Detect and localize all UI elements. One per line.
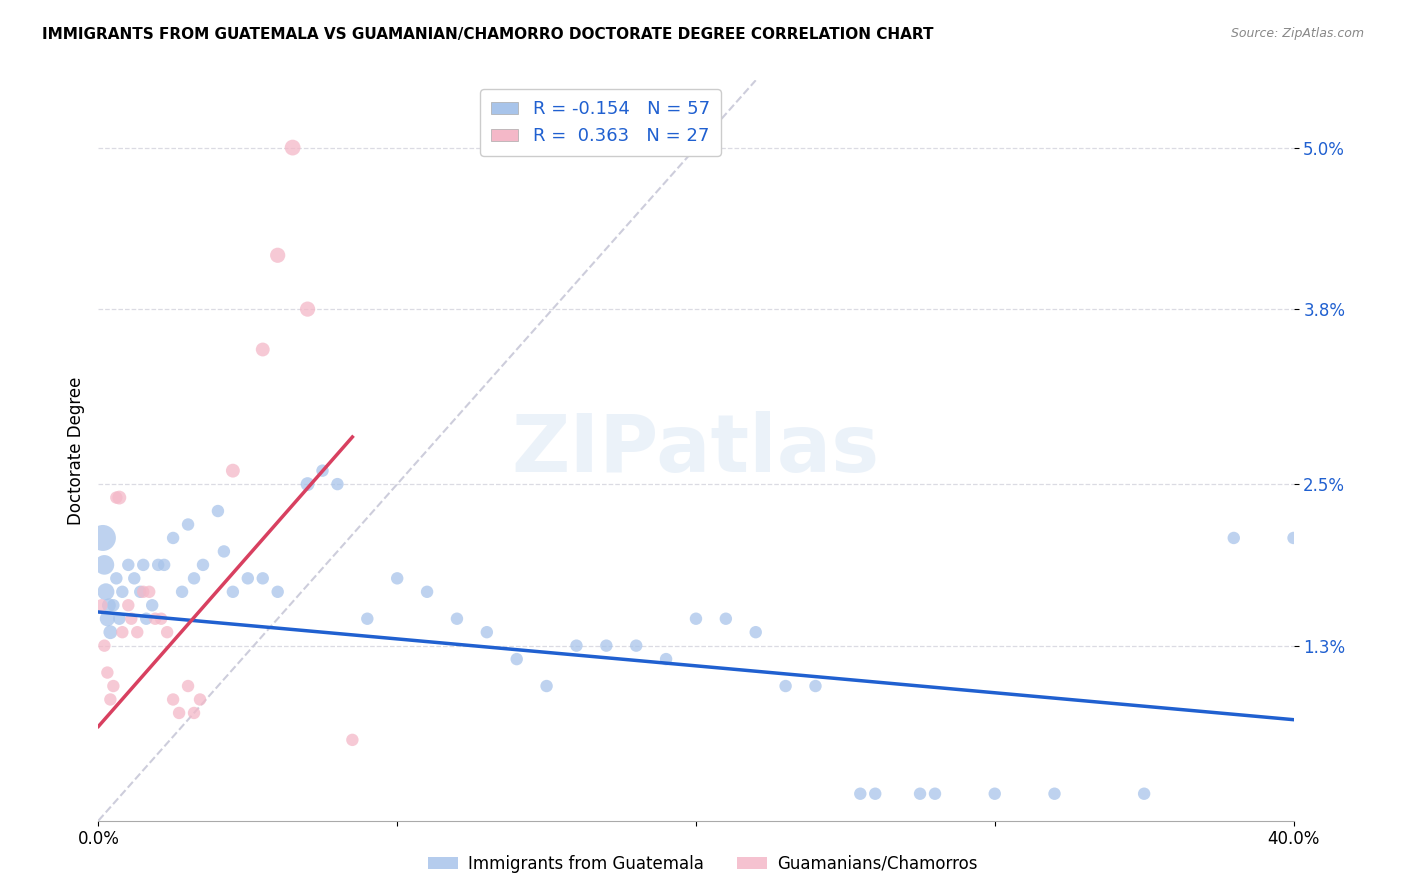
Point: [626, 639, 648, 653]
Point: [129, 584, 152, 599]
Point: [745, 625, 768, 640]
Point: [177, 517, 200, 532]
Point: [416, 584, 439, 599]
Point: [475, 625, 498, 640]
Point: [132, 584, 155, 599]
Point: [97, 599, 120, 613]
Point: [191, 558, 214, 572]
Point: [804, 679, 827, 693]
Point: [108, 612, 131, 626]
Point: [252, 343, 274, 357]
Text: Source: ZipAtlas.com: Source: ZipAtlas.com: [1230, 27, 1364, 40]
Point: [183, 571, 205, 585]
Point: [252, 571, 274, 585]
Point: [356, 612, 378, 626]
Point: [127, 625, 149, 640]
Legend: R = -0.154   N = 57, R =  0.363   N = 27: R = -0.154 N = 57, R = 0.363 N = 27: [481, 89, 720, 156]
Point: [565, 639, 588, 653]
Point: [117, 558, 139, 572]
Point: [446, 612, 468, 626]
Point: [1043, 787, 1066, 801]
Point: [1223, 531, 1246, 545]
Point: [172, 584, 194, 599]
Point: [267, 248, 290, 262]
Point: [117, 599, 139, 613]
Point: [143, 612, 166, 626]
Point: [595, 639, 617, 653]
Point: [93, 558, 115, 572]
Point: [183, 706, 205, 720]
Point: [167, 706, 190, 720]
Text: IMMIGRANTS FROM GUATEMALA VS GUAMANIAN/CHAMORRO DOCTORATE DEGREE CORRELATION CHA: IMMIGRANTS FROM GUATEMALA VS GUAMANIAN/C…: [42, 27, 934, 42]
Point: [188, 692, 211, 706]
Point: [536, 679, 558, 693]
Point: [150, 612, 173, 626]
Point: [212, 544, 235, 558]
Point: [162, 531, 184, 545]
Point: [714, 612, 737, 626]
Point: [93, 639, 115, 653]
Point: [120, 612, 142, 626]
Point: [162, 692, 184, 706]
Point: [865, 787, 887, 801]
Point: [655, 652, 678, 666]
Point: [105, 571, 128, 585]
Point: [132, 558, 155, 572]
Point: [222, 464, 245, 478]
Point: [984, 787, 1007, 801]
Y-axis label: Doctorate Degree: Doctorate Degree: [66, 376, 84, 524]
Point: [103, 679, 125, 693]
Point: [98, 625, 122, 640]
Point: [156, 625, 179, 640]
Point: [1282, 531, 1305, 545]
Point: [111, 584, 134, 599]
Point: [94, 584, 117, 599]
Point: [105, 491, 128, 505]
Point: [96, 665, 118, 680]
Point: [135, 612, 157, 626]
Point: [153, 558, 176, 572]
Text: ZIPatlas: ZIPatlas: [512, 411, 880, 490]
Point: [342, 732, 364, 747]
Point: [148, 558, 170, 572]
Point: [108, 491, 131, 505]
Point: [297, 302, 319, 317]
Point: [849, 787, 872, 801]
Point: [1133, 787, 1156, 801]
Point: [326, 477, 349, 491]
Point: [91, 531, 114, 545]
Point: [124, 571, 146, 585]
Point: [236, 571, 259, 585]
Point: [385, 571, 409, 585]
Point: [177, 679, 200, 693]
Point: [924, 787, 946, 801]
Point: [267, 584, 290, 599]
Point: [138, 584, 160, 599]
Point: [297, 477, 319, 491]
Point: [775, 679, 797, 693]
Point: [222, 584, 245, 599]
Point: [281, 140, 304, 154]
Point: [207, 504, 229, 518]
Point: [908, 787, 931, 801]
Point: [90, 599, 112, 613]
Legend: Immigrants from Guatemala, Guamanians/Chamorros: Immigrants from Guatemala, Guamanians/Ch…: [422, 848, 984, 880]
Point: [98, 692, 122, 706]
Point: [141, 599, 163, 613]
Point: [103, 599, 125, 613]
Point: [506, 652, 529, 666]
Point: [311, 464, 333, 478]
Point: [96, 612, 118, 626]
Point: [111, 625, 134, 640]
Point: [685, 612, 707, 626]
